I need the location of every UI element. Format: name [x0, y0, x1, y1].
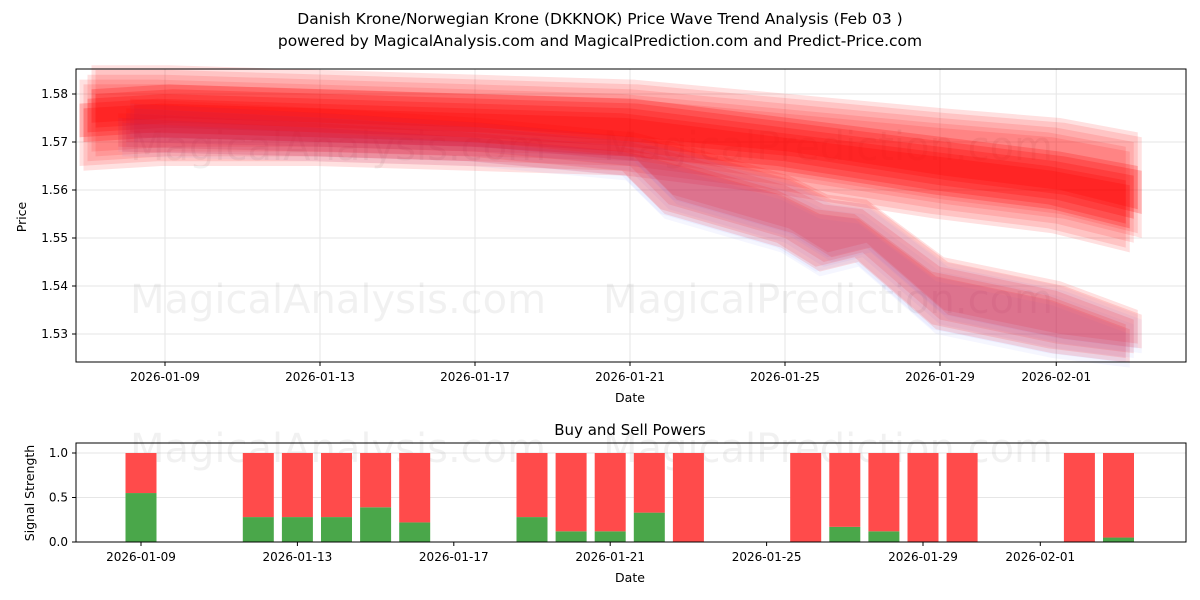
sell-bar: [125, 453, 157, 494]
buy-bar: [829, 526, 861, 542]
y-tick-label: 1.57: [41, 135, 68, 149]
watermark: MagicalPrediction.com: [603, 426, 1053, 472]
sell-bar: [242, 453, 274, 518]
sell-bar: [1103, 453, 1134, 538]
buy-bar: [242, 517, 274, 542]
buy-bar: [125, 493, 157, 542]
sell-bar: [907, 453, 939, 542]
sell-bar: [1063, 453, 1095, 542]
price-x-label: Date: [615, 390, 645, 405]
x-tick-label: 2026-01-09: [130, 370, 200, 384]
price-axes-frame: [75, 68, 1187, 363]
buy-bar: [594, 531, 626, 542]
x-tick-label: 2026-01-25: [750, 370, 820, 384]
sell-bar: [360, 453, 392, 508]
x-tick-label: 2026-01-29: [888, 550, 958, 564]
signal-x-label: Date: [615, 570, 645, 585]
chart-subtitle: powered by MagicalAnalysis.com and Magic…: [277, 32, 923, 50]
buy-bar: [1103, 537, 1134, 542]
buy-bar: [633, 512, 665, 542]
y-tick-label: 0.0: [49, 535, 68, 549]
x-tick-label: 2026-01-21: [595, 370, 665, 384]
buy-bar: [360, 507, 392, 542]
watermark: MagicalPrediction.com: [603, 124, 1053, 170]
watermark: MagicalAnalysis.com: [130, 277, 546, 323]
x-tick-label: 2026-01-21: [575, 550, 645, 564]
sell-bar: [672, 453, 704, 542]
x-tick-label: 2026-01-29: [905, 370, 975, 384]
sell-bar: [829, 453, 861, 527]
y-tick-label: 1.0: [49, 446, 68, 460]
x-tick-label: 2026-02-01: [1021, 370, 1091, 384]
y-tick-label: 0.5: [49, 491, 68, 505]
x-tick-label: 2026-01-25: [732, 550, 802, 564]
y-tick-label: 1.54: [41, 279, 68, 293]
x-tick-label: 2026-02-01: [1005, 550, 1075, 564]
buy-bar: [555, 531, 587, 542]
sell-bar: [594, 453, 626, 532]
signal-bars: [125, 453, 1134, 542]
watermark: MagicalAnalysis.com: [130, 124, 546, 170]
sell-bar: [321, 453, 352, 518]
signal-y-label: Signal Strength: [22, 445, 37, 541]
x-tick-label: 2026-01-09: [106, 550, 176, 564]
y-tick-label: 1.55: [41, 231, 68, 245]
buy-bar: [399, 522, 431, 542]
y-tick-label: 1.58: [41, 87, 68, 101]
x-tick-label: 2026-01-13: [263, 550, 333, 564]
x-tick-label: 2026-01-17: [419, 550, 489, 564]
buy-bar: [868, 531, 900, 542]
sell-bar: [399, 453, 431, 523]
sell-bar: [868, 453, 900, 532]
buy-bar: [321, 517, 352, 542]
watermark: MagicalPrediction.com: [603, 277, 1053, 323]
sell-bar: [790, 453, 822, 542]
signal-axes-frame: [75, 442, 1187, 543]
x-tick-label: 2026-01-13: [285, 370, 355, 384]
buy-bar: [516, 517, 548, 542]
y-tick-label: 1.56: [41, 183, 68, 197]
sell-bar: [516, 453, 548, 518]
y-tick-label: 1.53: [41, 327, 68, 341]
chart-title: Danish Krone/Norwegian Krone (DKKNOK) Pr…: [297, 10, 903, 28]
price-wave-bands: [79, 65, 1142, 368]
x-tick-label: 2026-01-17: [440, 370, 510, 384]
price-axes: 2026-01-09 2026-01-13 2026-01-17 2026-01-21…: [41, 87, 1091, 384]
signal-chart-title: Buy and Sell Powers: [554, 421, 706, 439]
buy-bar: [281, 517, 313, 542]
sell-bar: [633, 453, 665, 513]
price-y-label: Price: [14, 201, 29, 232]
signal-axes: 2026-01-09 2026-01-13 2026-01-17 2026-01-21…: [49, 446, 1075, 564]
sell-bar: [946, 453, 978, 542]
price-grid: [76, 69, 1186, 362]
sell-bar: [281, 453, 313, 518]
sell-bar: [555, 453, 587, 532]
